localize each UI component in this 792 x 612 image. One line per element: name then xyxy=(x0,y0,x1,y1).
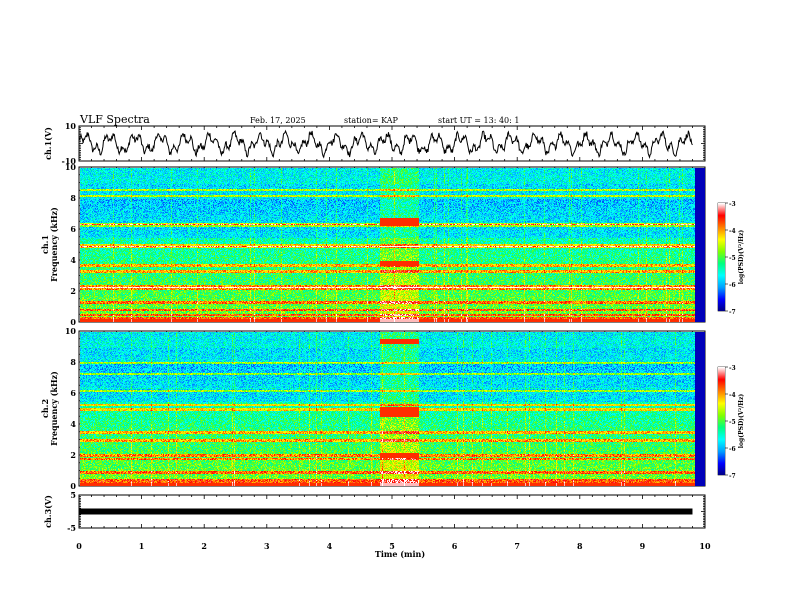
x-tick-label: 0 xyxy=(76,541,82,551)
y-tick-label: 6 xyxy=(70,388,76,398)
y-tick-label: -10 xyxy=(62,156,77,166)
x-tick-label: 3 xyxy=(264,541,270,551)
station-label: station= KAP xyxy=(344,116,399,125)
y-tick-label: 0 xyxy=(70,317,76,327)
y-tick-label: 8 xyxy=(70,193,76,203)
x-tick-label: 8 xyxy=(577,541,583,551)
x-tick-label: 5 xyxy=(389,541,395,551)
date-label: Feb. 17, 2025 xyxy=(250,116,306,125)
ch2-colorbar xyxy=(718,367,725,475)
colorbar-tick-label: -3 xyxy=(729,365,736,372)
y-tick-label: 8 xyxy=(70,357,76,367)
x-tick-label: 4 xyxy=(327,541,333,551)
y-axis-title: Frequency (kHz) xyxy=(49,371,59,446)
x-axis-title: Time (min) xyxy=(375,549,425,559)
panel-frame-1 xyxy=(78,125,706,162)
y-tick-label: 2 xyxy=(70,450,76,460)
colorbar-tick-label: -5 xyxy=(729,255,736,262)
y-tick-label: 0 xyxy=(70,481,76,491)
colorbar-tick-label: -7 xyxy=(729,473,736,480)
colorbar-tick-label: -6 xyxy=(729,282,736,289)
x-tick-label: 2 xyxy=(201,541,207,551)
ch1-spectrogram xyxy=(80,168,705,322)
colorbar-label: log(PSD)(V²/Hz) xyxy=(738,394,745,449)
ch1-waveform-line xyxy=(78,129,693,160)
colorbar-label: log(PSD)(V²/Hz) xyxy=(738,230,745,285)
colorbar-tick-label: -3 xyxy=(729,201,736,208)
x-tick-label: 10 xyxy=(699,541,711,551)
y-axis-title: Frequency (kHz) xyxy=(49,207,59,282)
start-time-label: start UT = 13: 40: 1 xyxy=(438,116,519,125)
ch2-spectrogram xyxy=(80,332,705,486)
colorbar-tick-label: -4 xyxy=(729,228,736,235)
y-tick-label: 4 xyxy=(70,419,76,429)
chart-title: VLF Spectra xyxy=(79,113,150,126)
x-tick-label: 1 xyxy=(139,541,145,551)
y-tick-label: 2 xyxy=(70,286,76,296)
y-tick-label: 10 xyxy=(65,121,77,131)
x-tick-label: 7 xyxy=(514,541,520,551)
ch1-colorbar xyxy=(718,203,725,311)
y-tick-label: -5 xyxy=(67,523,76,533)
y-axis-channel-label: ch.1 xyxy=(40,235,50,254)
colorbar-tick-label: -6 xyxy=(729,446,736,453)
y-axis-title: ch.3(V) xyxy=(43,495,53,528)
y-tick-label: 5 xyxy=(70,490,76,500)
colorbar-tick-label: -5 xyxy=(729,419,736,426)
y-tick-label: 10 xyxy=(65,162,77,172)
colorbar-tick-label: -7 xyxy=(729,309,736,316)
x-tick-label: 9 xyxy=(640,541,646,551)
x-tick-label: 6 xyxy=(452,541,458,551)
y-axis-channel-label: ch.2 xyxy=(40,399,50,418)
y-tick-label: 6 xyxy=(70,224,76,234)
y-tick-label: 10 xyxy=(65,326,77,336)
y-axis-title: ch.1(V) xyxy=(43,127,53,160)
colorbar-tick-label: -4 xyxy=(729,392,736,399)
y-tick-label: 4 xyxy=(70,255,76,265)
